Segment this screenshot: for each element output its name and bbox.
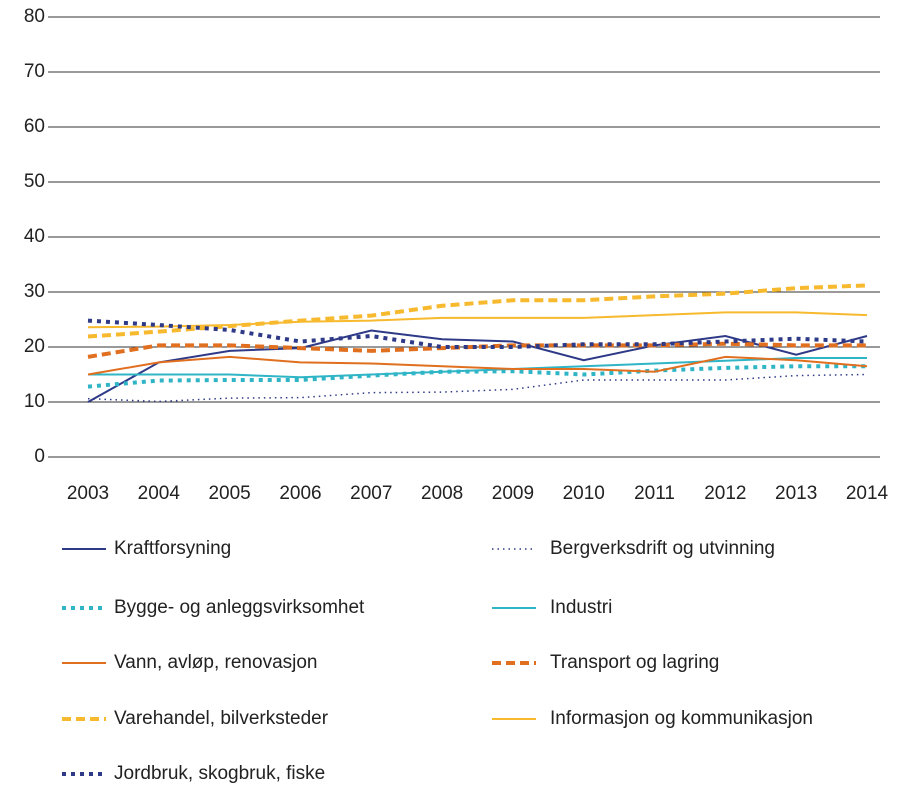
series-line bbox=[87, 355, 868, 376]
y-tick-label: 20 bbox=[24, 336, 45, 357]
x-tick-label: 2012 bbox=[704, 483, 746, 504]
legend-label: Bergverksdrift og utvinning bbox=[550, 538, 775, 559]
series-line bbox=[87, 364, 867, 389]
y-tick-label: 10 bbox=[24, 391, 45, 412]
series-line bbox=[87, 329, 868, 403]
legend-label: Bygge- og anleggsvirksomhet bbox=[114, 597, 365, 618]
x-tick-label: 2003 bbox=[67, 483, 109, 504]
x-tick-label: 2004 bbox=[138, 483, 181, 504]
x-tick-label: 2008 bbox=[421, 483, 463, 504]
legend-label: Jordbruk, skogbruk, fiske bbox=[114, 763, 325, 784]
legend-label: Varehandel, bilverksteder bbox=[114, 708, 329, 729]
legend-label: Transport og lagring bbox=[550, 652, 719, 673]
x-tick-label: 2010 bbox=[563, 483, 605, 504]
x-tick-label: 2005 bbox=[208, 483, 250, 504]
series-line bbox=[87, 283, 868, 339]
series-line bbox=[87, 373, 868, 403]
x-tick-label: 2009 bbox=[492, 483, 534, 504]
y-tick-label: 0 bbox=[34, 446, 45, 467]
series-line bbox=[87, 341, 867, 359]
y-tick-label: 60 bbox=[24, 116, 45, 137]
series-line bbox=[88, 357, 867, 379]
series-line bbox=[87, 318, 868, 349]
series-line bbox=[87, 311, 868, 329]
x-tick-label: 2006 bbox=[279, 483, 321, 504]
legend-label: Vann, avløp, renovasjon bbox=[114, 652, 318, 673]
y-tick-label: 70 bbox=[24, 61, 45, 82]
y-tick-label: 40 bbox=[24, 226, 45, 247]
legend-label: Industri bbox=[550, 597, 612, 618]
legend-label: Kraftforsyning bbox=[114, 538, 231, 559]
y-tick-label: 50 bbox=[24, 171, 45, 192]
legend-label: Informasjon og kommunikasjon bbox=[550, 708, 813, 729]
x-tick-label: 2011 bbox=[634, 483, 675, 504]
y-tick-label: 30 bbox=[24, 281, 45, 302]
x-tick-label: 2014 bbox=[846, 483, 889, 504]
x-tick-label: 2007 bbox=[350, 483, 392, 504]
y-tick-label: 80 bbox=[24, 6, 45, 27]
x-tick-label: 2013 bbox=[775, 483, 817, 504]
